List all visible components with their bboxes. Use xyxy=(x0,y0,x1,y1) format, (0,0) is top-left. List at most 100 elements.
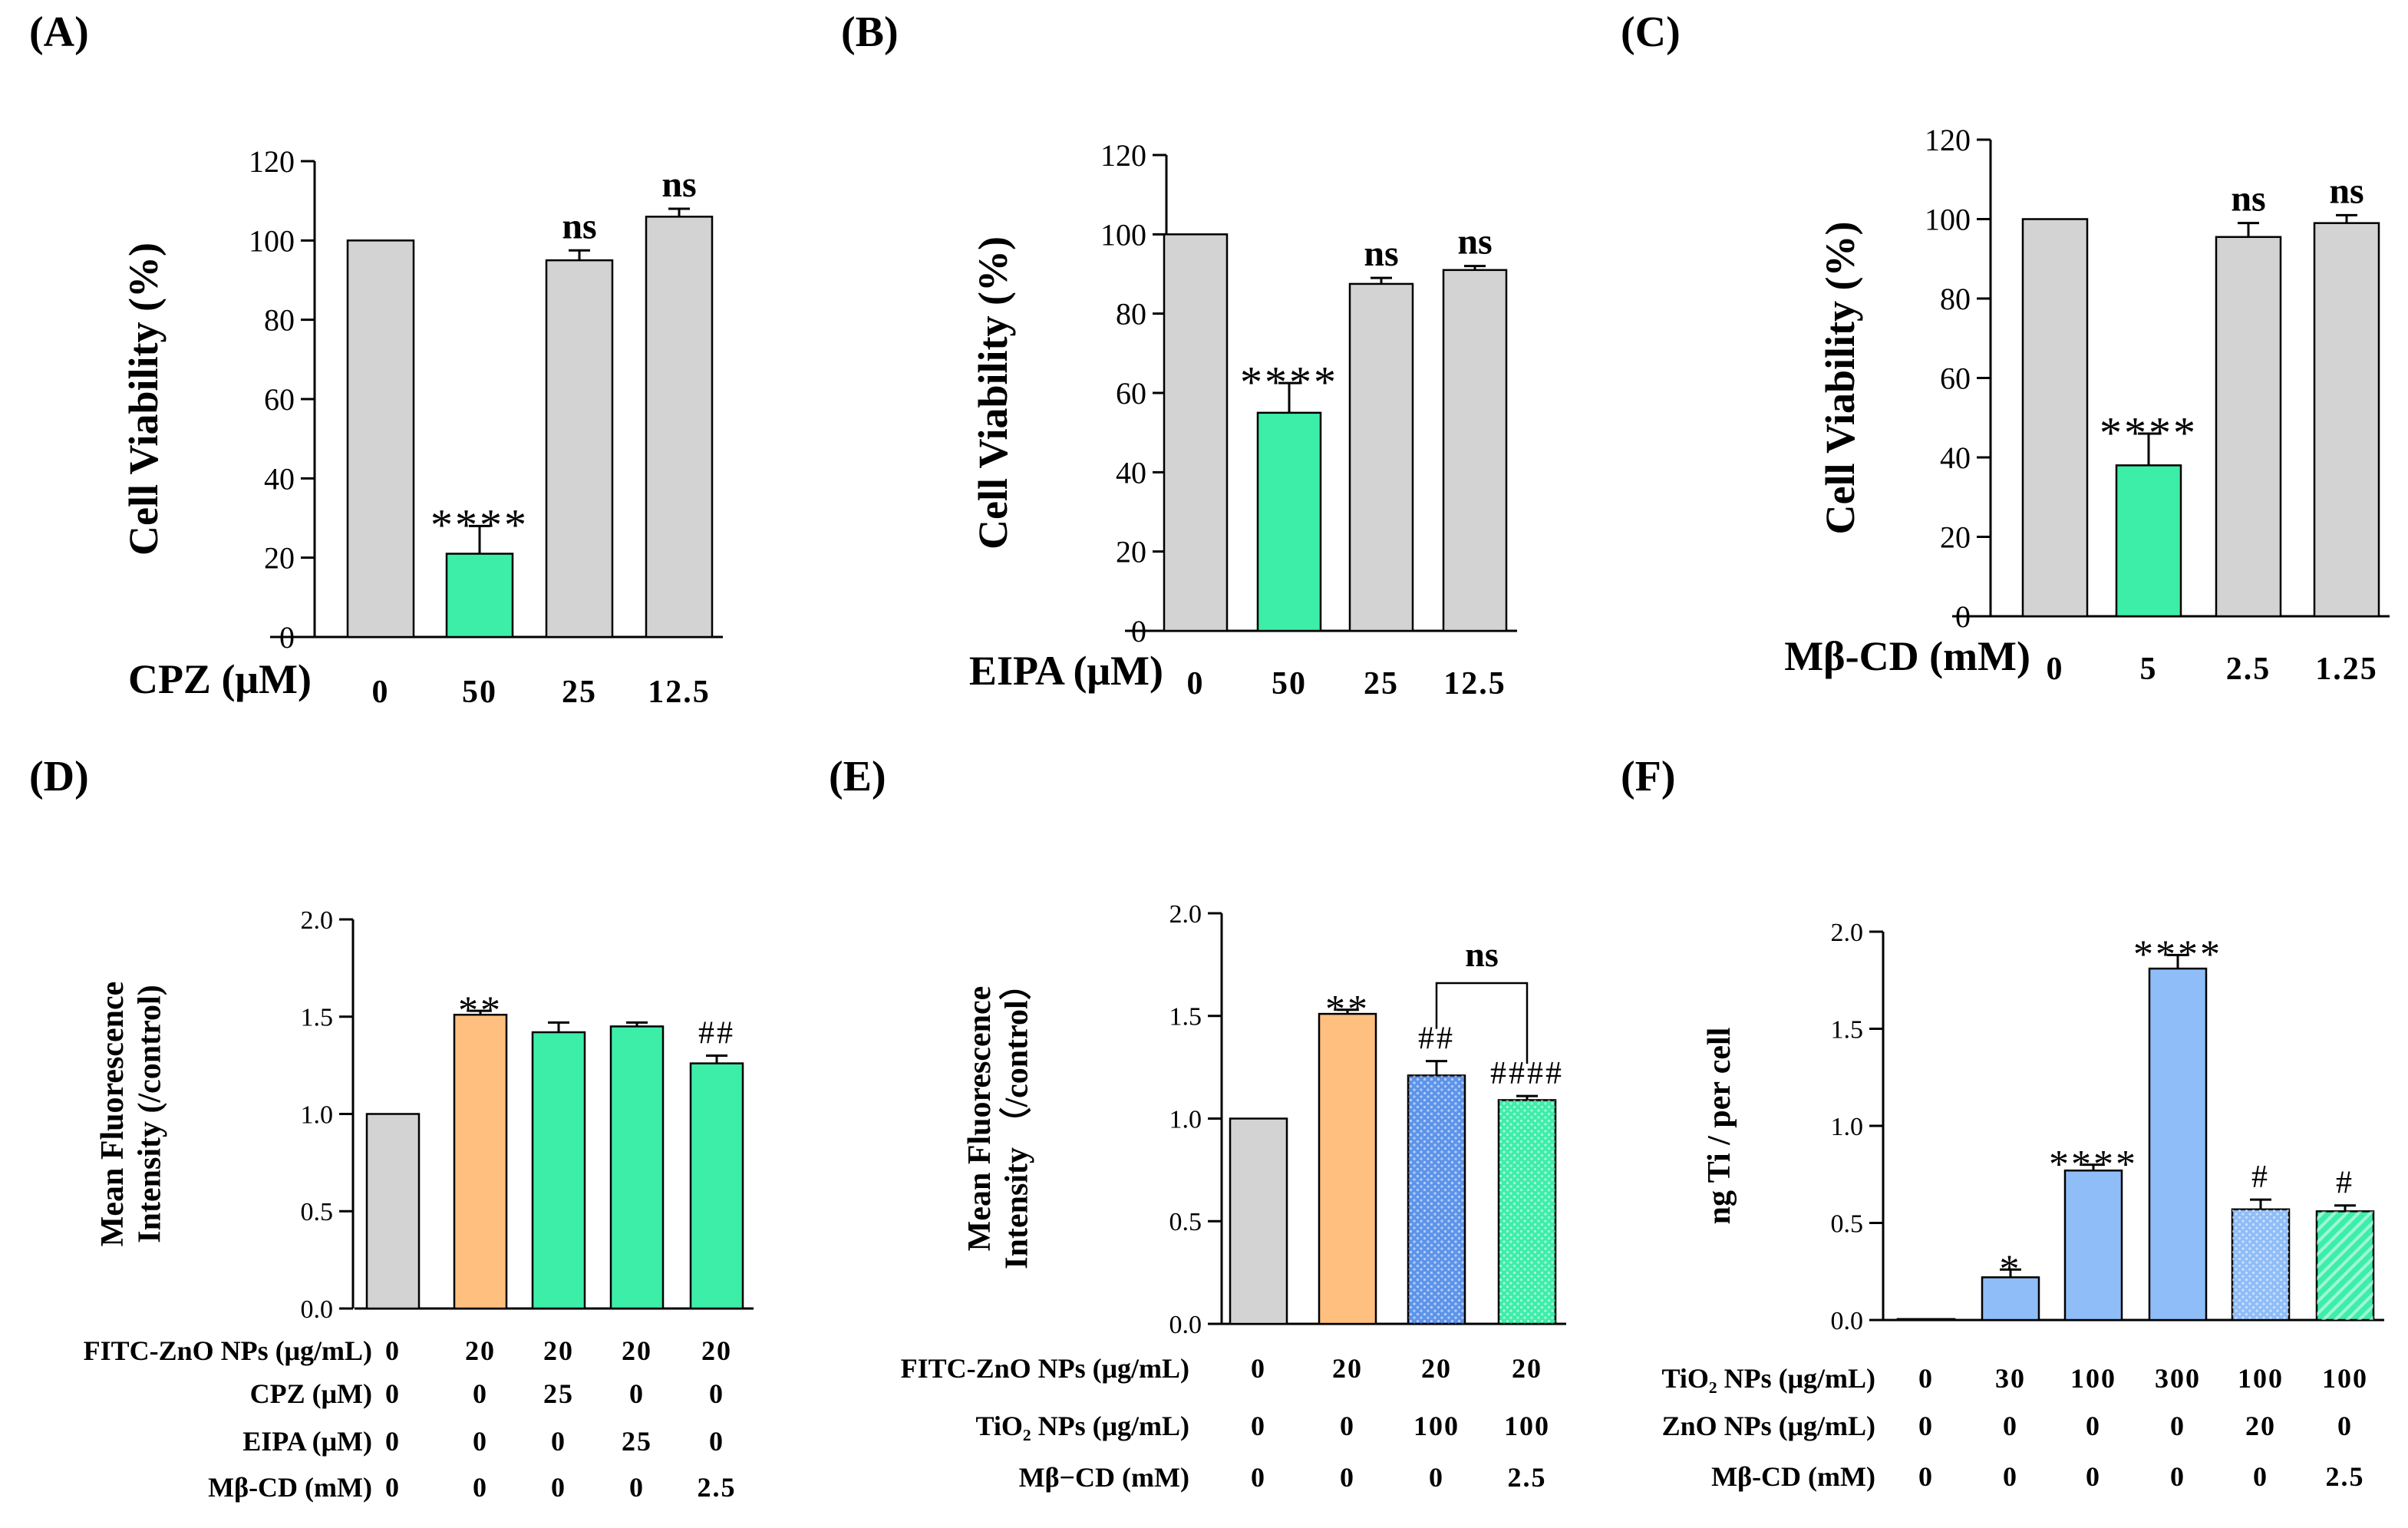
bar-c-0 xyxy=(2021,218,2089,618)
bar-d-3 xyxy=(609,1025,665,1310)
panel-d: (D) 0.0 0.5 1.0 1.5 2.0 Mean FluorescenceInten… xyxy=(29,753,754,1503)
condition-value: 0 xyxy=(1429,1462,1444,1493)
significance-label: #### xyxy=(1490,1056,1564,1091)
y-tick-label: 1.5 xyxy=(301,1004,334,1032)
significance-label: ## xyxy=(1418,1021,1455,1057)
bar-b-2 xyxy=(1348,282,1414,632)
bar-pattern-dots xyxy=(1499,1100,1555,1324)
bar-d-1 xyxy=(453,1013,508,1310)
y-tick-label: 100 xyxy=(249,223,295,258)
condition-value: 0 xyxy=(709,1426,724,1457)
condition-value: 0 xyxy=(551,1426,566,1457)
significance-label: ns xyxy=(2329,170,2363,211)
y-tick-label: 0 xyxy=(1131,614,1146,648)
y-tick-label: 1.5 xyxy=(1831,1015,1864,1044)
y-axis-label-line: Cell Viability (%) xyxy=(1817,222,1863,535)
significance-label: ns xyxy=(661,164,696,205)
bar-a-2 xyxy=(545,259,614,639)
condition-value: 0 xyxy=(709,1378,724,1409)
condition-value: 0 xyxy=(385,1426,401,1457)
condition-value: 20 xyxy=(543,1335,574,1366)
significance-label: ns xyxy=(1364,233,1398,274)
condition-value: 0 xyxy=(2170,1461,2185,1492)
y-tick-label: 100 xyxy=(1100,217,1146,252)
condition-value: 0 xyxy=(551,1472,566,1503)
panel-label-e: (E) xyxy=(829,753,886,800)
condition-row-label: Mβ−CD (mM) xyxy=(1019,1462,1189,1493)
bar-b-3 xyxy=(1442,269,1508,632)
bar-e-1 xyxy=(1318,1012,1377,1325)
y-tick-label: 40 xyxy=(1940,441,1971,475)
bar-d-2 xyxy=(531,1031,586,1310)
condition-value: 0 xyxy=(629,1472,645,1503)
condition-value: 0 xyxy=(473,1472,488,1503)
bar-f-2 xyxy=(2063,1169,2123,1322)
condition-value: 0 xyxy=(1340,1462,1355,1493)
condition-value: 0 xyxy=(372,675,390,710)
condition-value: 300 xyxy=(2155,1363,2201,1394)
y-tick-label: 0.0 xyxy=(301,1295,334,1324)
condition-value: 5 xyxy=(2140,652,2158,687)
condition-value: 100 xyxy=(1413,1411,1460,1441)
y-tick-label: 2.0 xyxy=(301,906,334,935)
y-axis-label: Cell Viability (%) xyxy=(970,236,1016,549)
condition-value: 0 xyxy=(385,1335,401,1366)
y-tick-label: 1.0 xyxy=(1831,1113,1864,1141)
bar-a-0 xyxy=(346,239,415,639)
bar-a-1 xyxy=(445,553,514,639)
condition-value: 0 xyxy=(1251,1462,1266,1493)
condition-value: 0 xyxy=(1251,1411,1266,1441)
significance-label: ** xyxy=(1325,988,1370,1031)
y-tick-label: 1.0 xyxy=(1169,1105,1202,1134)
condition-value: 25 xyxy=(543,1378,574,1409)
condition-row-label: EIPA (μM) xyxy=(969,648,1163,694)
panel-e: (E) 0.0 0.5 1.0 1.5 2.0 Mean FluorescenceInten… xyxy=(829,753,1566,1493)
condition-value: 2.5 xyxy=(698,1472,737,1503)
y-tick-label: 0.5 xyxy=(1831,1210,1864,1238)
y-axis-label-line: Intensity (/control) xyxy=(132,985,167,1243)
y-tick-label: 40 xyxy=(1116,455,1146,490)
condition-value: 0 xyxy=(2003,1461,2018,1492)
y-tick-label: 0.5 xyxy=(1169,1208,1202,1236)
condition-row-label: TiO₂ NPs (μg/mL) xyxy=(1661,1363,1875,1394)
condition-value: 100 xyxy=(1504,1411,1550,1441)
condition-value: 0 xyxy=(1340,1411,1355,1441)
y-tick-label: 20 xyxy=(264,541,295,576)
significance-label: **** xyxy=(2100,408,2198,457)
significance-label: ## xyxy=(698,1015,735,1051)
y-tick-label: 0.0 xyxy=(1831,1307,1864,1335)
condition-row-label: EIPA (μM) xyxy=(242,1426,372,1457)
significance-label: # xyxy=(2336,1166,2354,1201)
y-tick-label: 0.5 xyxy=(301,1198,334,1226)
condition-value: 12.5 xyxy=(1443,666,1506,701)
bar-e-0 xyxy=(1229,1117,1288,1325)
bar-b-0 xyxy=(1163,233,1229,632)
bar-d-0 xyxy=(365,1113,421,1310)
condition-value: 0 xyxy=(2086,1461,2101,1492)
bar-pattern-dots xyxy=(1408,1075,1465,1324)
y-tick-label: 60 xyxy=(264,382,295,417)
condition-value: 20 xyxy=(622,1335,652,1366)
condition-value: 0 xyxy=(385,1378,401,1409)
y-axis-label-line: Mean Fluorescence xyxy=(962,986,998,1252)
bar-c-2 xyxy=(2215,236,2282,618)
bar-pattern-stripes xyxy=(2317,1211,2373,1320)
condition-row-label: CPZ (μM) xyxy=(250,1378,372,1409)
bar-pattern-dots xyxy=(2232,1209,2289,1320)
condition-value: 50 xyxy=(1272,666,1307,701)
y-tick-label: 0 xyxy=(279,620,295,655)
condition-value: 0 xyxy=(2047,652,2064,687)
condition-row-label: ZnO NPs (μg/mL) xyxy=(1662,1411,1875,1441)
y-axis-label: Cell Viability (%) xyxy=(120,243,167,556)
condition-value: 0 xyxy=(2253,1461,2268,1492)
bar-f-3 xyxy=(2148,967,2208,1322)
condition-value: 0 xyxy=(629,1378,645,1409)
significance-label: # xyxy=(2251,1160,2270,1195)
condition-value: 100 xyxy=(2238,1363,2284,1394)
panel-label-f: (F) xyxy=(1621,753,1676,800)
y-tick-label: 60 xyxy=(1940,361,1971,396)
significance-label: **** xyxy=(430,500,529,550)
condition-value: 0 xyxy=(473,1378,488,1409)
y-tick-label: 120 xyxy=(1100,138,1146,173)
y-axis-label-line: Mean Fluorescence xyxy=(95,982,130,1247)
